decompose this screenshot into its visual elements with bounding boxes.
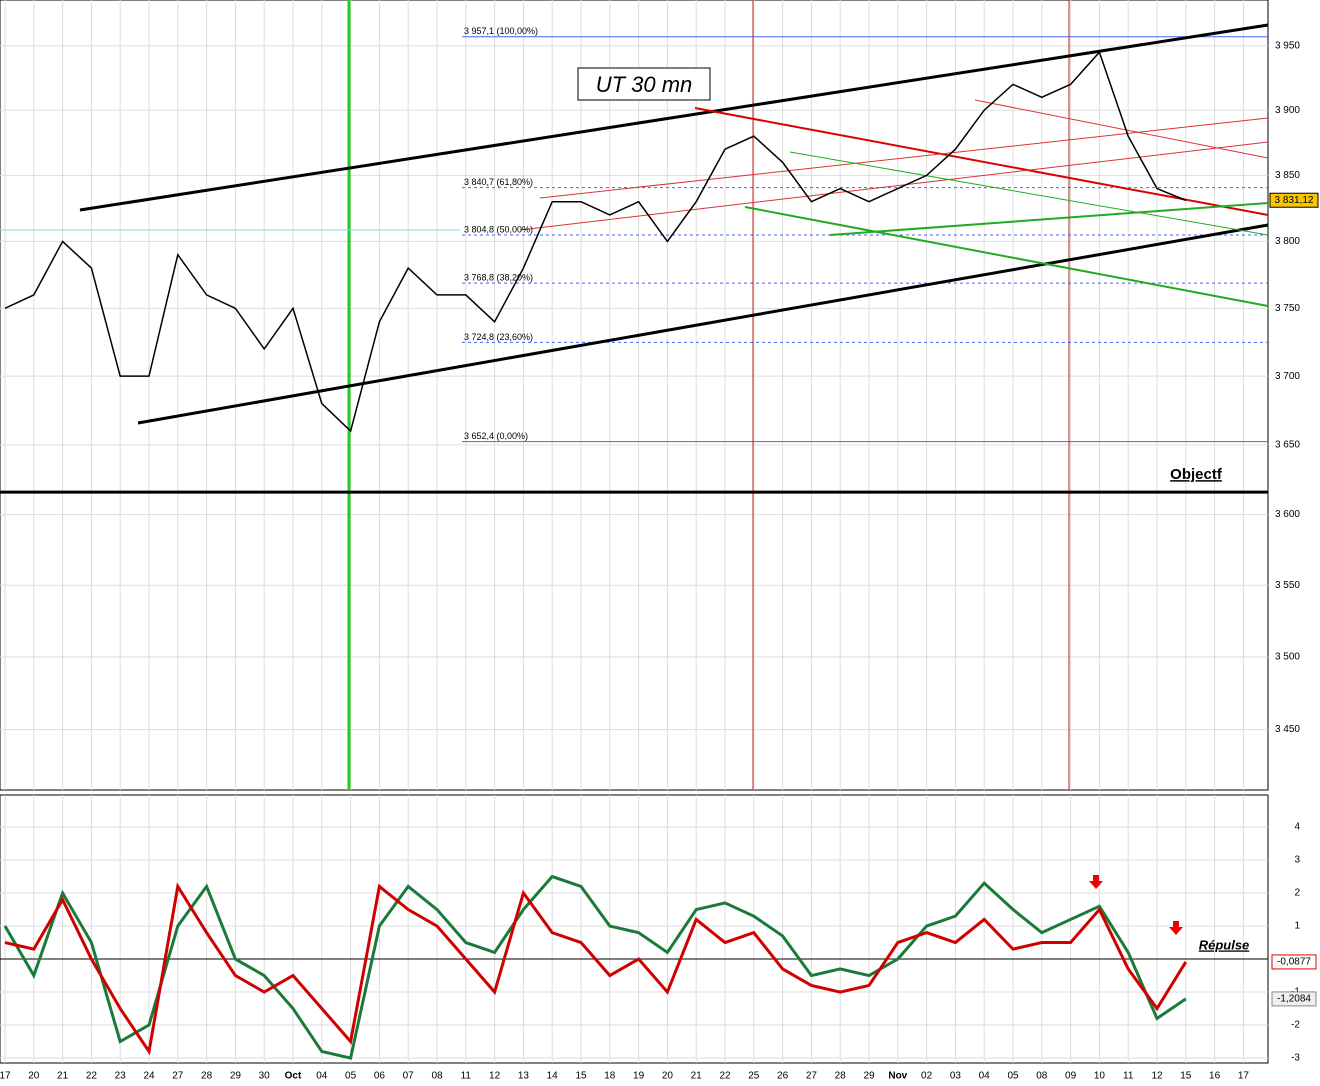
x-tick-label: 15 xyxy=(575,1071,587,1082)
y-tick-label: 3 xyxy=(1294,855,1300,866)
y-tick-label: 3 500 xyxy=(1275,652,1300,663)
x-tick-label: 22 xyxy=(719,1071,731,1082)
x-tick-label: Nov xyxy=(888,1071,907,1082)
x-tick-label: 25 xyxy=(748,1071,760,1082)
x-tick-label: 15 xyxy=(1180,1071,1192,1082)
x-tick-label: 17 xyxy=(1238,1071,1250,1082)
indicator-title: Répulse xyxy=(1199,937,1250,952)
x-tick-label: 06 xyxy=(374,1071,386,1082)
last-value-label: -0,0877 xyxy=(1277,957,1311,968)
level-label: 3 840,7 (61,80%) xyxy=(464,177,533,187)
x-tick-label: 05 xyxy=(345,1071,357,1082)
x-tick-label: 20 xyxy=(662,1071,674,1082)
y-tick-label: -2 xyxy=(1291,1020,1300,1031)
trend-line xyxy=(539,117,1269,199)
y-tick-label: 3 450 xyxy=(1275,724,1300,735)
x-tick-label: 20 xyxy=(28,1071,40,1082)
level-label: 3 724,8 (23,60%) xyxy=(464,332,533,342)
x-tick-label: 18 xyxy=(604,1071,616,1082)
x-tick-label: 19 xyxy=(633,1071,645,1082)
y-tick-label: 3 550 xyxy=(1275,580,1300,591)
objective-label: Objectf xyxy=(1170,466,1223,483)
x-tick-label: 28 xyxy=(835,1071,847,1082)
last-value-label: -1,2084 xyxy=(1277,994,1311,1005)
y-tick-label: 3 850 xyxy=(1275,170,1300,181)
x-tick-label: 16 xyxy=(1209,1071,1221,1082)
series-line xyxy=(4,50,1187,433)
y-tick-label: -3 xyxy=(1291,1053,1300,1064)
level-label: 3 957,1 (100,00%) xyxy=(464,26,538,36)
x-tick-label: 04 xyxy=(316,1071,328,1082)
x-tick-label: 22 xyxy=(86,1071,98,1082)
series-line xyxy=(3,874,1187,1060)
x-tick-label: 03 xyxy=(950,1071,962,1082)
x-tick-label: 17 xyxy=(0,1071,11,1082)
x-tick-label: 24 xyxy=(143,1071,155,1082)
channel-line xyxy=(79,23,1269,212)
y-tick-label: 3 900 xyxy=(1275,105,1300,116)
x-tick-label: 09 xyxy=(1065,1071,1077,1082)
x-tick-label: 27 xyxy=(806,1071,818,1082)
indicator-panel xyxy=(0,794,1269,1064)
x-tick-label: 08 xyxy=(1036,1071,1048,1082)
x-tick-label: 14 xyxy=(547,1071,559,1082)
price-panel xyxy=(0,0,1269,791)
x-tick-label: 05 xyxy=(1007,1071,1019,1082)
x-tick-label: 29 xyxy=(863,1071,875,1082)
y-tick-label: 4 xyxy=(1294,822,1300,833)
x-tick-label: 11 xyxy=(461,1071,472,1082)
y-tick-label: 3 600 xyxy=(1275,509,1300,520)
x-tick-label: 12 xyxy=(489,1071,501,1082)
last-price-box xyxy=(1269,192,1319,208)
y-tick-label: 3 700 xyxy=(1275,371,1300,382)
y-tick-label: 1 xyxy=(1294,921,1300,932)
series-line xyxy=(4,882,1188,1056)
trend-line xyxy=(744,206,1269,307)
x-tick-label: 30 xyxy=(259,1071,271,1082)
chart-title: UT 30 mn xyxy=(596,72,693,97)
x-tick-label: 04 xyxy=(979,1071,991,1082)
x-tick-label: 23 xyxy=(115,1071,127,1082)
arrow xyxy=(1169,921,1183,935)
last-price-label: 3 831,12 xyxy=(1275,195,1314,206)
last-value-box xyxy=(1271,954,1317,970)
x-tick-label: 12 xyxy=(1151,1071,1163,1082)
x-tick-label: 29 xyxy=(230,1071,242,1082)
x-tick-label: 11 xyxy=(1123,1071,1134,1082)
x-tick-label: 07 xyxy=(403,1071,415,1082)
x-tick-label: 02 xyxy=(921,1071,933,1082)
x-tick-label: 27 xyxy=(172,1071,184,1082)
y-tick-label: 3 800 xyxy=(1275,236,1300,247)
trend-line xyxy=(829,202,1269,236)
last-value-box xyxy=(1271,991,1317,1007)
x-tick-label: 08 xyxy=(431,1071,443,1082)
title-box xyxy=(577,67,711,101)
level-label: 3 768,8 (38,20%) xyxy=(464,272,533,282)
level-label: 3 652,4 (0,00%) xyxy=(464,431,528,441)
y-tick-label: 3 950 xyxy=(1275,40,1300,51)
trend-line xyxy=(519,141,1269,231)
x-tick-label: 26 xyxy=(777,1071,789,1082)
trend-line xyxy=(974,99,1269,159)
y-tick-label: 2 xyxy=(1294,888,1300,899)
y-tick-label: 3 750 xyxy=(1275,303,1300,314)
arrow xyxy=(1089,875,1103,889)
x-tick-label: 28 xyxy=(201,1071,213,1082)
x-tick-label: 21 xyxy=(691,1071,703,1082)
channel-line xyxy=(137,223,1269,425)
trend-line xyxy=(789,151,1269,236)
x-tick-label: 21 xyxy=(57,1071,69,1082)
trend-line xyxy=(694,107,1269,216)
x-tick-label: Oct xyxy=(285,1071,302,1082)
level-label: 3 804,8 (50,00%) xyxy=(464,224,533,234)
x-tick-label: 13 xyxy=(518,1071,530,1082)
y-tick-label: 3 650 xyxy=(1275,440,1300,451)
x-tick-label: 10 xyxy=(1094,1071,1106,1082)
